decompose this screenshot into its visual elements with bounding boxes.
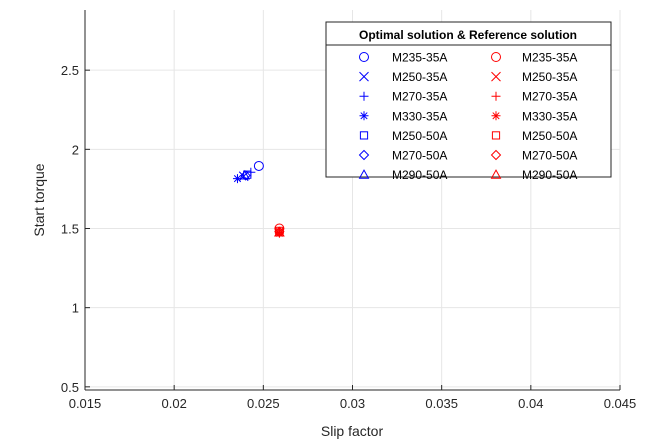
legend-entry-label: M250-35A (522, 70, 577, 84)
legend-marker-optimal-x-shape (359, 71, 369, 82)
y-tick-label: 1 (72, 301, 79, 316)
legend-entry-label: M235-35A (522, 51, 577, 65)
x-tick-label: 0.045 (604, 396, 637, 411)
legend-entry-label: M250-50A (392, 129, 447, 143)
y-tick-label: 1.5 (61, 222, 79, 237)
x-tick-label: 0.035 (425, 396, 458, 411)
legend-marker-reference-asterisk-shape (491, 111, 501, 121)
legend-entry-label: M330-35A (522, 109, 577, 123)
legend-entry-label: M270-50A (392, 149, 447, 163)
legend-marker-reference-square-shape (491, 131, 501, 140)
data-point-reference-asterisk-shape (274, 228, 284, 238)
x-tick-label: 0.025 (247, 396, 280, 411)
legend-marker-reference-x (491, 71, 501, 82)
x-tick-label: 0.04 (518, 396, 543, 411)
legend-entry-label: M270-35A (522, 90, 577, 104)
y-tick-label: 2.5 (61, 63, 79, 78)
x-axis-label: Slip factor (321, 423, 384, 439)
legend-entry-label: M250-35A (392, 70, 447, 84)
data-point-reference-triangle-shape (274, 226, 285, 237)
data-point-optimal-triangle (239, 169, 250, 180)
legend-marker-reference-asterisk (491, 111, 501, 121)
legend-marker-optimal-diamond-shape (358, 149, 370, 161)
legend-marker-reference-diamond-shape (490, 149, 502, 161)
y-axis-label: Start torque (31, 163, 47, 236)
data-point-optimal-asterisk (232, 174, 242, 184)
legend-marker-reference-circle (491, 52, 501, 62)
legend-box (325, 21, 612, 178)
legend-entry-label: M250-50A (522, 129, 577, 143)
legend-entry-label: M270-50A (522, 149, 577, 163)
legend-marker-reference-diamond (490, 149, 502, 161)
x-tick-label: 0.03 (340, 396, 365, 411)
legend-marker-reference-plus-shape (491, 91, 501, 101)
legend-title: Optimal solution & Reference solution (359, 28, 577, 42)
legend-marker-reference-square (491, 131, 501, 140)
legend: Optimal solution & Reference solution M2… (325, 21, 612, 182)
y-tick-label: 0.5 (61, 380, 79, 395)
legend-marker-reference-x-shape (491, 71, 501, 82)
legend-marker-optimal-asterisk (359, 111, 369, 121)
legend-marker-optimal-square-shape (359, 131, 369, 140)
x-tick-label: 0.02 (162, 396, 187, 411)
legend-marker-optimal-triangle (358, 169, 370, 179)
legend-entry-label: M290-50A (392, 168, 447, 182)
data-point-optimal-asterisk-shape (232, 174, 242, 184)
legend-entry-label: M290-50A (522, 168, 577, 182)
data-point-optimal-circle-shape (253, 160, 264, 171)
x-tick-label: 0.015 (69, 396, 102, 411)
data-point-optimal-circle (253, 160, 264, 171)
legend-entry-label: M270-35A (392, 90, 447, 104)
data-point-reference-triangle (274, 226, 285, 237)
legend-marker-reference-triangle-shape (490, 169, 502, 179)
legend-marker-optimal-x (359, 71, 369, 82)
legend-marker-optimal-plus (359, 91, 369, 101)
y-ticks: 0.5 1 1.5 2 2.5 (61, 63, 90, 395)
legend-marker-optimal-diamond (358, 149, 370, 161)
legend-marker-optimal-asterisk-shape (359, 111, 369, 121)
legend-marker-optimal-circle-shape (359, 52, 369, 62)
legend-entry-label: M235-35A (392, 51, 447, 65)
legend-marker-reference-plus (491, 91, 501, 101)
legend-marker-optimal-square (359, 131, 369, 140)
data-point-optimal-triangle-shape (239, 169, 250, 180)
data-points (232, 160, 285, 238)
legend-marker-reference-circle-shape (491, 52, 501, 62)
legend-entry-label: M330-35A (392, 109, 447, 123)
y-tick-label: 2 (72, 142, 79, 157)
data-point-reference-asterisk (274, 228, 284, 238)
legend-marker-reference-triangle (490, 169, 502, 179)
legend-entries: M235-35A M250-35A M270-35A M330-35A M250-50A… (358, 51, 577, 182)
legend-marker-optimal-plus-shape (359, 91, 369, 101)
legend-marker-optimal-circle (359, 52, 369, 62)
legend-marker-optimal-triangle-shape (358, 169, 370, 179)
x-ticks: 0.015 0.02 0.025 0.03 0.035 0.04 0.045 (69, 385, 637, 411)
